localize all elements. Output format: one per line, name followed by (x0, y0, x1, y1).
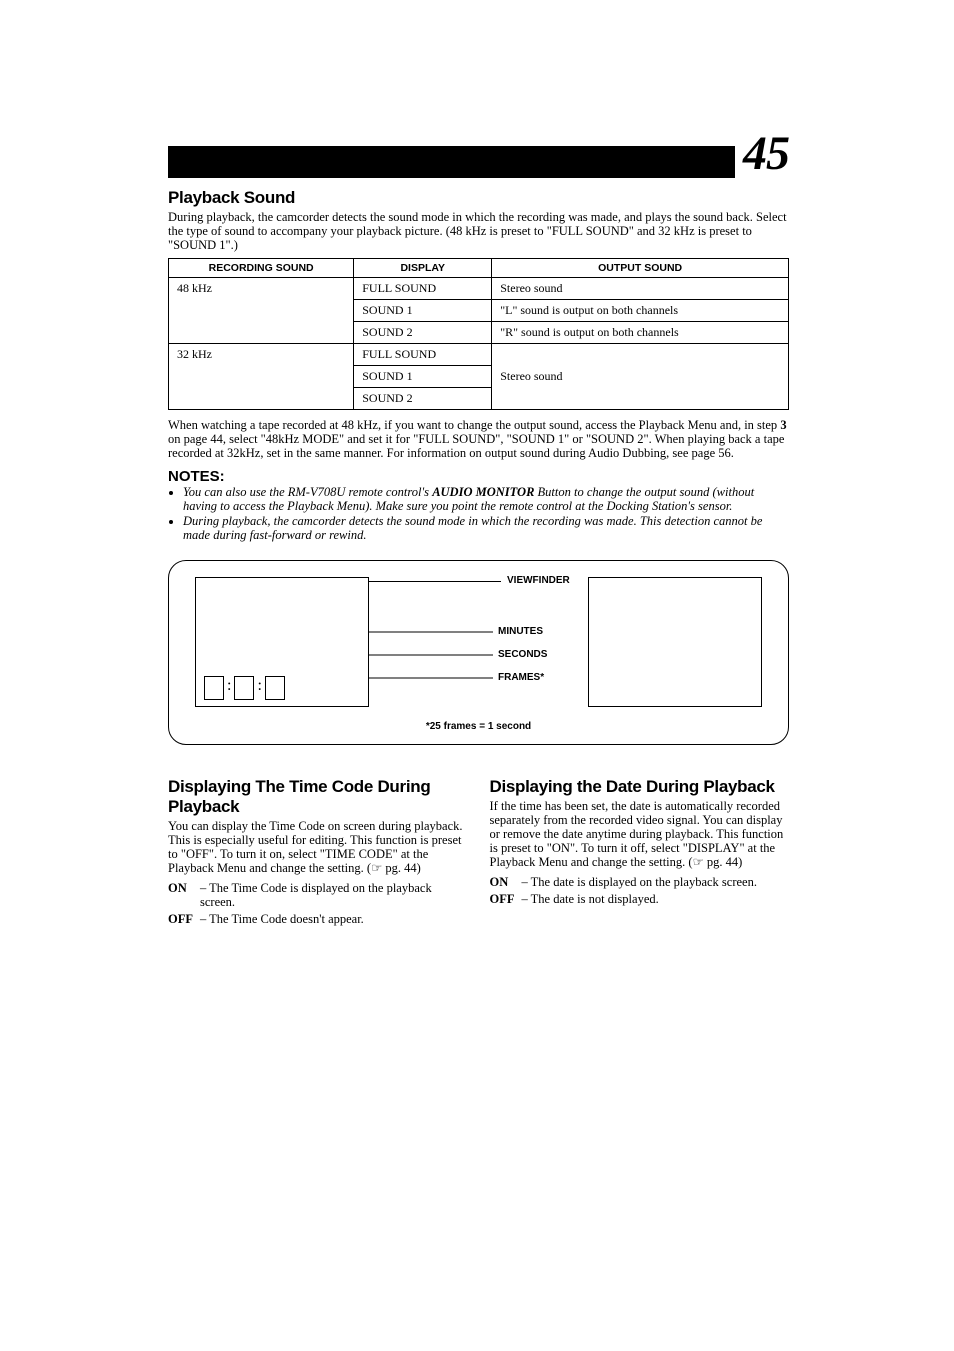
blank-screen (588, 577, 762, 707)
cell-rec-32: 32 kHz (169, 344, 354, 410)
callout-group: MINUTES SECONDS FRAMES* (368, 577, 588, 705)
digit-seconds (234, 676, 254, 700)
off-label: OFF (168, 912, 193, 927)
playback-sound-heading: Playback Sound (168, 188, 789, 208)
viewfinder-diagram: VIEWFINDER : : (168, 560, 789, 745)
colon-icon: : (227, 675, 231, 699)
table-row: 32 kHz FULL SOUND Stereo sound (169, 344, 789, 366)
on-label: ON (168, 881, 187, 896)
list-item: You can also use the RM-V708U remote con… (183, 485, 789, 513)
cell: SOUND 2 (354, 322, 492, 344)
cell: "R" sound is output on both channels (492, 322, 789, 344)
left-column: Displaying The Time Code During Playback… (168, 767, 468, 929)
col-recording: RECORDING SOUND (169, 259, 354, 278)
header-black-bar (168, 146, 735, 178)
frames-label: FRAMES* (498, 672, 544, 683)
notes-list: You can also use the RM-V708U remote con… (168, 485, 789, 542)
audio-monitor-strong: AUDIO MONITOR (432, 485, 534, 499)
cell-rec-48: 48 kHz (169, 278, 354, 344)
cell: "L" sound is output on both channels (492, 300, 789, 322)
step-number: 3 (780, 418, 786, 432)
off-desc: – The Time Code doesn't appear. (200, 912, 468, 926)
cell: SOUND 1 (354, 366, 492, 388)
on-label: ON (490, 875, 509, 890)
timecode-para: You can display the Time Code on screen … (168, 819, 468, 875)
col-display: DISPLAY (354, 259, 492, 278)
header-band: 45 (168, 130, 789, 178)
minutes-label: MINUTES (498, 626, 543, 637)
callout-lines-icon (368, 577, 588, 705)
colon-icon: : (257, 675, 261, 699)
off-label: OFF (490, 892, 515, 907)
table-row: 48 kHz FULL SOUND Stereo sound (169, 278, 789, 300)
off-desc: – The date is not displayed. (522, 892, 790, 906)
list-item: During playback, the camcorder detects t… (183, 514, 789, 542)
timecode-display: : : (204, 676, 285, 700)
cell: SOUND 1 (354, 300, 492, 322)
digit-minutes (204, 676, 224, 700)
playback-sound-after: When watching a tape recorded at 48 kHz,… (168, 418, 789, 460)
right-column: Displaying the Date During Playback If t… (490, 767, 790, 929)
cell: FULL SOUND (354, 278, 492, 300)
on-desc: – The date is displayed on the playback … (522, 875, 790, 889)
cell: Stereo sound (492, 344, 789, 410)
notes-heading: NOTES: (168, 468, 789, 485)
table-header-row: RECORDING SOUND DISPLAY OUTPUT SOUND (169, 259, 789, 278)
text: When watching a tape recorded at 48 kHz,… (168, 418, 780, 432)
date-heading: Displaying the Date During Playback (490, 777, 790, 797)
sound-table: RECORDING SOUND DISPLAY OUTPUT SOUND 48 … (168, 258, 789, 410)
manual-page: 45 Playback Sound During playback, the c… (0, 0, 954, 989)
playback-sound-intro: During playback, the camcorder detects t… (168, 210, 789, 252)
date-para: If the time has been set, the date is au… (490, 799, 790, 869)
frames-footnote: *25 frames = 1 second (187, 721, 770, 732)
timecode-heading: Displaying The Time Code During Playback (168, 777, 468, 817)
seconds-label: SECONDS (498, 649, 547, 660)
digit-frames (265, 676, 285, 700)
viewfinder-screen: : : (195, 577, 369, 707)
text: You can also use the RM-V708U remote con… (183, 485, 432, 499)
col-output: OUTPUT SOUND (492, 259, 789, 278)
cell: Stereo sound (492, 278, 789, 300)
cell: SOUND 2 (354, 388, 492, 410)
cell: FULL SOUND (354, 344, 492, 366)
on-desc: – The Time Code is displayed on the play… (200, 881, 468, 909)
text: on page 44, select "48kHz MODE" and set … (168, 432, 784, 460)
page-number: 45 (735, 130, 789, 178)
